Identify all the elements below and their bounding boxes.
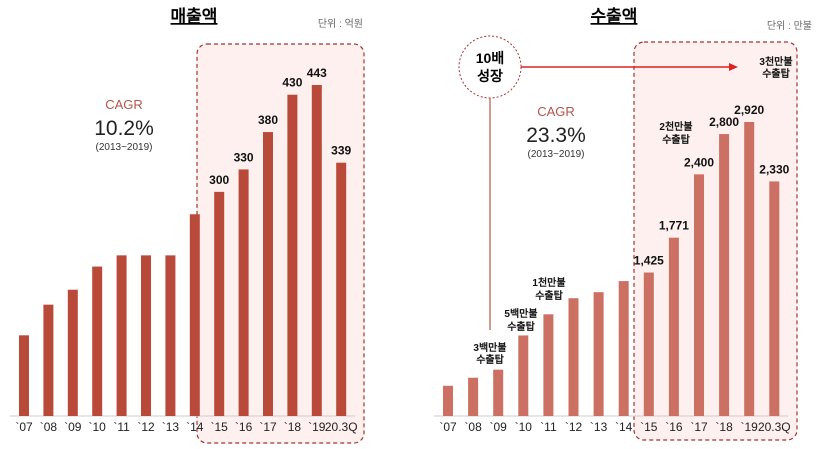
sales-bar (67, 289, 78, 416)
sales-bar (116, 255, 127, 416)
exports-cagr-period: (2013~2019) (528, 149, 585, 160)
exports-tick-label: `11 (540, 420, 557, 434)
sales-tick-label: `19 (308, 420, 326, 434)
annotation-3m-2: 수출탑 (476, 353, 504, 366)
exports-tick-label: `13 (590, 420, 608, 434)
sales-title: 매출액 (171, 7, 218, 26)
exports-data-label: 2,400 (684, 155, 714, 169)
exports-tick-label: `08 (464, 420, 482, 434)
exports-bar (769, 181, 780, 416)
sales-bar (287, 94, 298, 416)
sales-tick-label: `14 (186, 420, 204, 434)
sales-cagr-period: (2013~2019) (96, 142, 153, 153)
sales-bar (336, 162, 347, 416)
exports-tick-label: `18 (715, 420, 733, 434)
exports-data-label: 2,920 (734, 103, 764, 117)
sales-data-label: 430 (282, 76, 302, 90)
annotation-30m-2: 수출탑 (762, 67, 790, 80)
exports-bar (568, 298, 579, 416)
exports-bar (543, 314, 554, 416)
sales-bar (165, 255, 176, 416)
exports-bar (468, 377, 479, 416)
exports-data-label: 1,771 (659, 219, 689, 233)
sales-tick-label: `17 (259, 420, 277, 434)
sales-cagr-value: 10.2% (94, 117, 154, 140)
sales-unit: 단위 : 억원 (318, 17, 363, 30)
exports-tick-label: `09 (490, 420, 508, 434)
exports-tick-label: `16 (665, 420, 683, 434)
sales-tick-label: `18 (284, 420, 302, 434)
sales-data-label: 330 (234, 150, 254, 164)
exports-data-label: 1,425 (634, 254, 664, 268)
exports-bar (668, 237, 679, 416)
sales-bar (43, 304, 54, 416)
sales-bar (311, 85, 322, 416)
annotation-20m-1: 2천만불 (659, 120, 692, 133)
exports-cagr-label: CAGR (537, 104, 575, 119)
arrow-head-icon (729, 63, 738, 71)
annotation-5m-2: 수출탑 (507, 320, 535, 333)
growth-line2: 성장 (477, 68, 503, 84)
exports-tick-label: `14 (615, 420, 633, 434)
growth-line1: 10배 (476, 50, 504, 66)
exports-bar (443, 385, 453, 416)
sales-tick-label: `11 (113, 420, 130, 434)
exports-data-label: 2,330 (759, 162, 789, 176)
sales-bar (141, 255, 151, 416)
exports-tick-label: `19 (741, 420, 759, 434)
sales-tick-label: `09 (64, 420, 82, 434)
exports-tick-label: `15 (640, 420, 658, 434)
growth-circle (458, 35, 522, 99)
exports-bar (593, 292, 604, 416)
exports-bar (643, 272, 654, 416)
sales-bar (238, 169, 249, 416)
annotation-30m-1: 3천만불 (759, 55, 792, 68)
annotation-10m-2: 수출탑 (535, 289, 563, 302)
exports-tick-label: `12 (565, 420, 583, 434)
sales-bar (92, 266, 103, 416)
sales-cagr-label: CAGR (105, 97, 143, 112)
annotation-10m-1: 1천만불 (532, 276, 565, 289)
sales-tick-label: `07 (15, 420, 33, 434)
exports-unit: 단위 : 만불 (767, 19, 812, 32)
annotation-5m-1: 5백만불 (504, 307, 537, 320)
sales-data-label: 339 (331, 144, 351, 158)
sales-data-label: 300 (209, 173, 229, 187)
sales-tick-label: `12 (137, 420, 155, 434)
sales-tick-label: `10 (89, 420, 107, 434)
exports-bar (744, 122, 755, 416)
exports-bar (618, 281, 629, 416)
sales-tick-label: `16 (235, 420, 253, 434)
sales-bar (214, 191, 225, 416)
sales-tick-label: `08 (40, 420, 58, 434)
annotation-20m-2: 수출탑 (662, 133, 690, 146)
exports-cagr-value: 23.3% (526, 124, 586, 147)
exports-tick-label: `17 (690, 420, 708, 434)
sales-tick-label: 20.3Q (325, 420, 358, 434)
exports-tick-label: `10 (515, 420, 533, 434)
exports-data-label: 2,800 (709, 115, 739, 129)
sales-bar (19, 335, 29, 416)
exports-tick-label: 20.3Q (758, 420, 791, 434)
exports-bar (518, 335, 529, 416)
exports-title: 수출액 (591, 7, 638, 26)
exports-bar (694, 174, 704, 416)
sales-data-label: 380 (258, 113, 278, 127)
sales-bar (263, 132, 273, 416)
exports-bar (719, 134, 730, 416)
sales-tick-label: `13 (162, 420, 180, 434)
exports-bar (493, 369, 504, 416)
annotation-3m-1: 3백만불 (473, 341, 506, 354)
sales-data-label: 443 (307, 66, 327, 80)
sales-bar (189, 214, 200, 416)
exports-tick-label: `07 (439, 420, 457, 434)
sales-tick-label: `15 (211, 420, 229, 434)
